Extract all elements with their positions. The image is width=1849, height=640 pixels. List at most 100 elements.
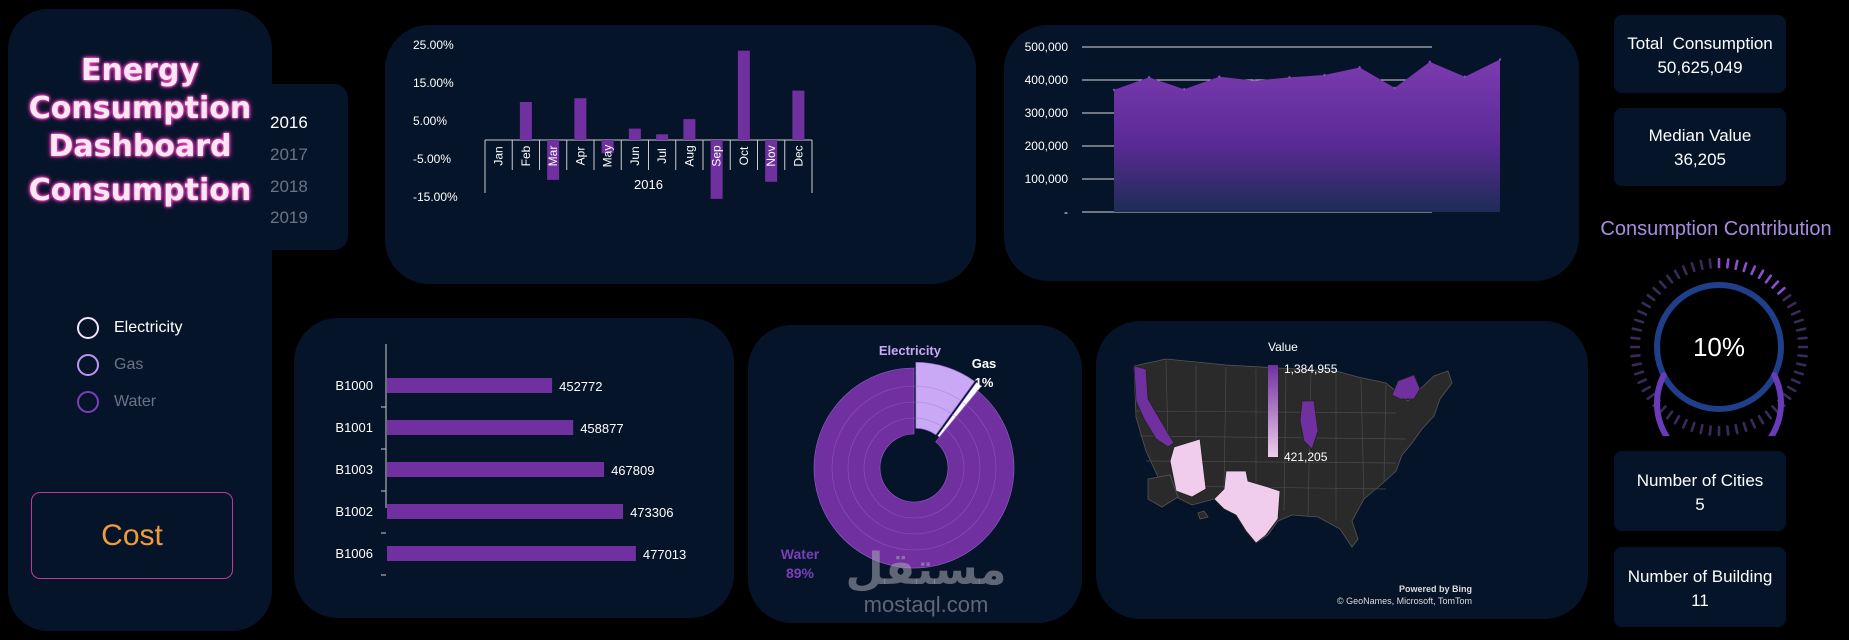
value-label: 477013 [643, 547, 686, 562]
legend-title: Value [1268, 340, 1298, 354]
cost-button[interactable]: Cost [31, 492, 233, 579]
water-label[interactable]: Water [114, 393, 157, 410]
electricity-label[interactable]: Electricity [114, 319, 183, 336]
year-2017[interactable]: 2017 [270, 145, 308, 164]
number-of-building-card: Number of Building 11 [1614, 547, 1786, 627]
gauge-tick [1782, 392, 1792, 401]
state-alaska [1147, 474, 1179, 508]
bar-b1000 [387, 378, 553, 393]
value-label: 473306 [630, 505, 673, 520]
water-label: Water [781, 546, 820, 562]
gauge-tick [1734, 259, 1739, 271]
total-consumption-value: 50,625,049 [1657, 58, 1743, 77]
gauge-tick [1708, 258, 1712, 269]
y-tick-label: 400,000 [1025, 73, 1069, 87]
gauge-fill [1654, 372, 1784, 436]
category-label: B1003 [335, 462, 373, 477]
total-consumption-card: Total Consumption 50,625,049 [1614, 15, 1786, 93]
state-texas [1213, 470, 1281, 544]
gauge-tick [1699, 423, 1704, 435]
x-tick-label: Jul [655, 148, 669, 163]
bar-dec [792, 90, 805, 140]
area-point [1147, 76, 1151, 79]
x-tick-label: Sep [710, 145, 724, 167]
bar-jul [656, 134, 669, 140]
consumption-contribution-title: Consumption Contribution [1600, 218, 1832, 240]
gas-label: Gas [972, 356, 997, 371]
bar-nov [765, 140, 778, 182]
y-tick-label: -5.00% [413, 152, 451, 166]
cost-button-label: Cost [101, 519, 163, 552]
gauge-tick [1793, 318, 1804, 324]
gauge-tick [1658, 405, 1667, 414]
year-2018[interactable]: 2018 [270, 177, 308, 196]
gauge-tick [1786, 301, 1797, 309]
cities-label: Number of Cities [1636, 471, 1764, 490]
water-value: 89% [786, 565, 815, 581]
x-tick-label: May [601, 145, 615, 168]
x-tick-label: Jan [492, 146, 506, 165]
year-2019[interactable]: 2019 [270, 208, 308, 227]
bar-apr [574, 98, 587, 140]
legend-min: 421,205 [1284, 450, 1328, 464]
state-illinois [1299, 400, 1319, 450]
y-tick-label: 15.00% [413, 76, 454, 90]
ring-guide [831, 385, 997, 551]
x-tick-label: Mar [546, 146, 560, 167]
category-label: B1000 [335, 378, 373, 393]
year-2016[interactable]: 2016 [270, 113, 308, 132]
x-tick-label: Feb [519, 145, 533, 166]
gauge-tick [1681, 418, 1688, 429]
bar-b1003 [387, 462, 605, 477]
watermark-arabic: مستقل [845, 544, 1007, 595]
gauge-tick [1797, 336, 1808, 340]
water-radio[interactable] [77, 391, 99, 413]
area-point [1498, 58, 1502, 61]
bar-mar [547, 140, 560, 180]
bar-b1002 [387, 504, 624, 519]
gas-label[interactable]: Gas [114, 356, 144, 373]
cities-value: 5 [1695, 495, 1705, 514]
gas-value: 1% [975, 375, 994, 390]
state-new-york [1391, 374, 1421, 400]
monthly-change-chart: 25.00% 15.00% 5.00% -5.00% -15.00% Jan Feb Mar A… [413, 38, 813, 204]
gauge-tick [1690, 421, 1696, 432]
gauge-tick [1793, 370, 1804, 376]
median-value-card: Median Value 36,205 [1614, 108, 1786, 186]
median-value-value: 36,205 [1674, 150, 1726, 169]
value-label: 452772 [559, 379, 602, 394]
area-point [1218, 75, 1221, 78]
gauge-tick [1757, 269, 1765, 280]
category-label: B1001 [335, 420, 373, 435]
gauge-tick [1665, 410, 1674, 420]
electricity-radio[interactable] [77, 317, 99, 339]
gauge-tick [1641, 385, 1652, 393]
area-point [1112, 88, 1116, 92]
gauge-tick [1634, 370, 1645, 376]
gauge-tick [1786, 385, 1797, 393]
bar-b1001 [387, 420, 574, 435]
year-slicer-panel [250, 84, 348, 250]
state-california [1133, 365, 1175, 448]
gauge-tick [1734, 423, 1739, 435]
gauge-tick [1726, 425, 1730, 436]
gauge-tick [1658, 280, 1667, 289]
x-tick-label: Apr [573, 147, 587, 166]
area-point [1358, 66, 1361, 69]
buildings-value: 11 [1691, 591, 1709, 610]
us-map[interactable]: Value 1,384,955 421,205 Powered by Bing … [1096, 321, 1588, 619]
dashboard-title: Energy Consumption Dashboard [8, 52, 272, 166]
y-tick-label: - [1064, 205, 1068, 219]
gauge-tick [1771, 405, 1780, 414]
gauge-tick [1646, 392, 1656, 401]
gauge-tick [1634, 318, 1645, 324]
x-tick-label: Dec [791, 145, 805, 166]
gas-radio[interactable] [77, 354, 99, 376]
area-point [1253, 79, 1256, 82]
gauge-tick [1764, 410, 1773, 420]
number-of-cities-card: Number of Cities 5 [1614, 451, 1786, 531]
x-tick-label: Oct [737, 146, 751, 165]
title-line-1: Energy [80, 53, 200, 88]
gauge-tick [1771, 280, 1780, 289]
slice-electricity [915, 361, 976, 436]
